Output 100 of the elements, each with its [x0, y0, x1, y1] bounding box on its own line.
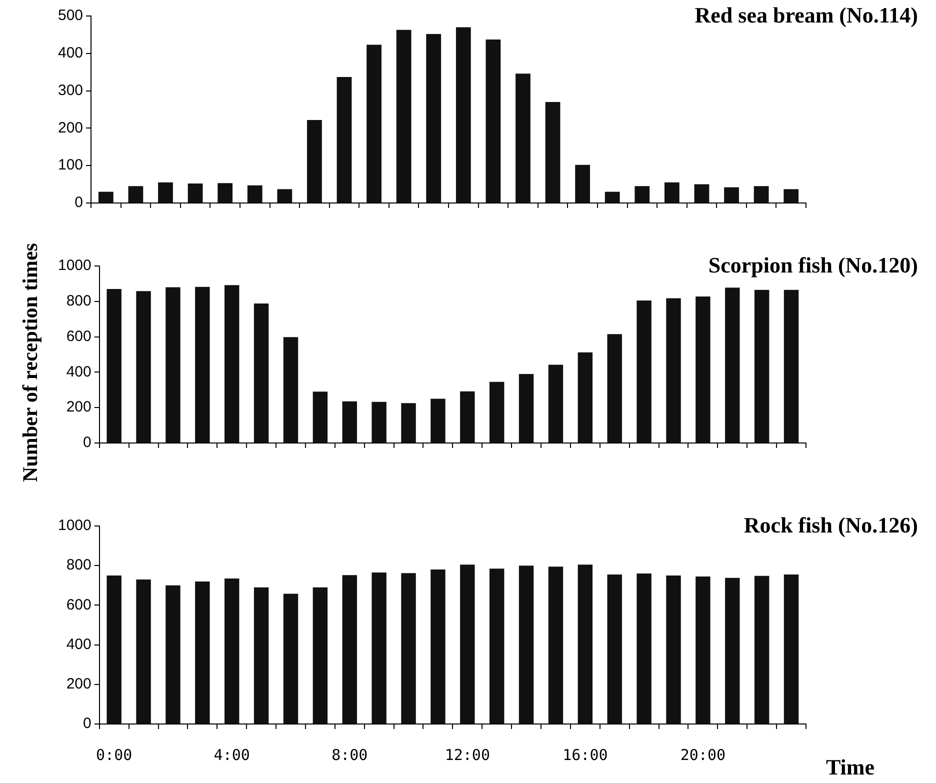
bar — [578, 352, 593, 442]
bar — [575, 164, 590, 202]
chart-title: Rock fish (No.126) — [744, 512, 918, 538]
bar — [486, 40, 501, 202]
bar — [372, 402, 386, 442]
x-tick-label: 20:00 — [680, 746, 726, 764]
x-axis-title: Time — [826, 754, 875, 780]
bar — [224, 285, 240, 442]
bar — [430, 570, 446, 724]
bar — [784, 574, 799, 724]
y-tick-label: 500 — [58, 7, 84, 24]
bar — [307, 120, 322, 202]
bar — [456, 27, 471, 202]
bar — [283, 337, 298, 442]
y-tick-label: 200 — [66, 676, 92, 693]
bar — [724, 187, 739, 202]
bar — [98, 192, 114, 202]
bar — [166, 287, 180, 442]
bar — [336, 76, 352, 202]
bar — [254, 304, 269, 442]
bar — [489, 382, 504, 442]
bar — [158, 182, 173, 202]
x-tick-label: 12:00 — [444, 746, 490, 764]
bar — [784, 189, 799, 202]
bar — [604, 192, 620, 202]
y-tick-label: 1000 — [58, 517, 92, 534]
y-tick-label: 400 — [66, 363, 92, 380]
y-axis-title: Number of reception times — [17, 243, 42, 482]
y-tick-label: 0 — [83, 715, 92, 732]
bar — [784, 290, 799, 442]
bar — [254, 587, 269, 724]
bar — [224, 578, 240, 724]
bar — [548, 364, 564, 442]
bar — [460, 564, 475, 724]
bar — [396, 30, 412, 202]
bar — [136, 579, 151, 724]
bar — [548, 566, 564, 724]
bar — [430, 398, 446, 442]
bar — [607, 334, 622, 442]
y-tick-label: 200 — [66, 398, 92, 416]
y-tick-label: 200 — [58, 119, 84, 136]
y-tick-label: 800 — [66, 292, 92, 310]
chart-title: Scorpion fish (No.120) — [708, 252, 918, 278]
bar — [195, 286, 210, 442]
bar — [342, 401, 357, 442]
bar — [372, 572, 386, 724]
bar — [578, 564, 593, 724]
bar — [426, 34, 442, 202]
bar — [247, 185, 262, 202]
bar — [277, 189, 292, 202]
bar — [218, 183, 233, 202]
bar — [136, 291, 151, 442]
x-tick-label: 0:00 — [96, 746, 132, 764]
bar — [696, 296, 710, 442]
bar — [401, 573, 416, 724]
bar — [696, 576, 710, 724]
bar — [754, 290, 770, 442]
bar — [518, 374, 534, 442]
y-tick-label: 800 — [66, 556, 92, 574]
bar — [636, 300, 652, 442]
bar — [128, 186, 144, 202]
bar — [666, 298, 681, 442]
bar — [312, 392, 328, 442]
bar — [342, 575, 357, 724]
y-tick-label: 400 — [66, 636, 92, 653]
bar — [195, 581, 210, 724]
bar — [460, 391, 475, 442]
bar — [166, 585, 180, 724]
y-tick-label: 1000 — [58, 257, 92, 274]
y-tick-label: 100 — [58, 156, 84, 174]
bar — [754, 576, 770, 724]
bar — [725, 578, 740, 724]
bar — [106, 576, 122, 724]
chart-title: Red sea bream (No.114) — [694, 2, 918, 28]
bar — [401, 403, 416, 442]
bar — [694, 184, 710, 202]
bar — [666, 576, 681, 724]
bar — [754, 186, 769, 202]
bar — [725, 288, 740, 442]
bar — [636, 574, 652, 724]
x-tick-label: 8:00 — [332, 746, 368, 764]
bar — [283, 594, 298, 724]
y-tick-label: 600 — [66, 596, 92, 614]
bar — [518, 566, 534, 724]
y-tick-label: 400 — [58, 44, 84, 62]
bar — [106, 289, 122, 442]
y-tick-label: 0 — [74, 194, 84, 212]
bar — [366, 44, 382, 202]
bar — [664, 182, 680, 202]
y-tick-label: 0 — [83, 434, 92, 452]
bar — [489, 568, 504, 724]
bar — [545, 102, 560, 202]
y-tick-label: 300 — [58, 82, 84, 99]
bar — [634, 186, 650, 202]
bar — [188, 184, 203, 202]
bar — [607, 574, 622, 724]
x-tick-label: 4:00 — [214, 746, 250, 764]
x-tick-label: 16:00 — [562, 746, 608, 764]
bar — [516, 74, 530, 202]
y-tick-label: 600 — [66, 328, 92, 345]
